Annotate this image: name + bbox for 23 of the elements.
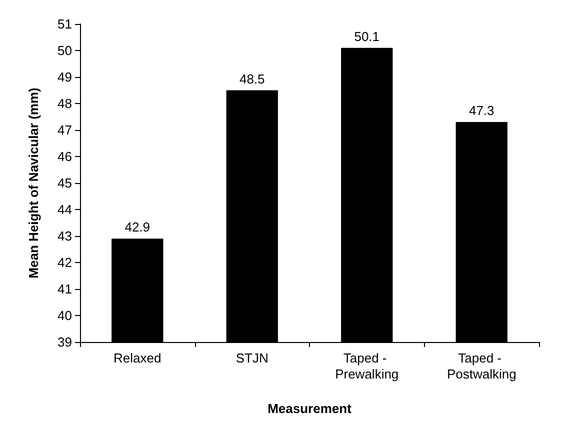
y-tick-label: 41: [58, 282, 72, 296]
x-tick-label: Relaxed: [114, 350, 162, 366]
y-axis-title: Mean Height of Navicular (mm): [26, 88, 41, 278]
y-tick-label: 51: [58, 16, 72, 32]
y-tick-label: 49: [58, 70, 72, 84]
y-tick-label: 43: [58, 228, 72, 244]
y-tick-label: 39: [58, 334, 72, 350]
x-tick-label: Taped - Postwalking: [446, 350, 516, 382]
data-label: 47.3: [468, 103, 494, 118]
x-axis-title: Measurement: [268, 401, 352, 416]
data-label: 50.1: [354, 28, 380, 44]
y-tick-label: 46: [58, 149, 72, 164]
y-tick-label: 44: [58, 202, 72, 217]
y-tick-label: 45: [58, 176, 72, 190]
x-tick-label: Taped - Prewalking: [335, 350, 399, 382]
y-tick-label: 48: [58, 96, 72, 111]
y-tick-label: 50: [58, 43, 72, 58]
data-label: 42.9: [124, 220, 150, 235]
data-label: 48.5: [239, 71, 265, 86]
y-tick-label: 40: [58, 308, 72, 323]
x-tick-label: STJN: [236, 350, 268, 366]
y-tick-label: 47: [58, 122, 72, 138]
y-tick-label: 42: [58, 255, 72, 270]
